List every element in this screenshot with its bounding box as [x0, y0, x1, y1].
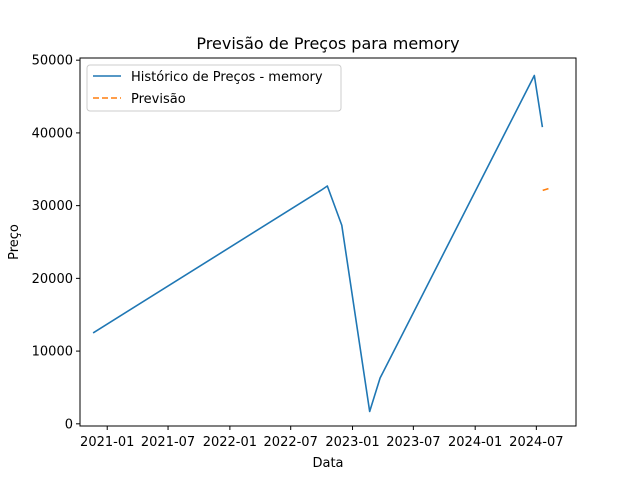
y-tick-label-1: 10000 — [32, 345, 73, 360]
series-lines — [92, 74, 551, 413]
y-axis: 0 10000 20000 30000 40000 50000 — [32, 54, 80, 432]
y-tick-label-0: 0 — [65, 417, 73, 432]
legend-box — [86, 64, 342, 112]
series-line-1 — [542, 187, 551, 192]
x-tick-label-2: 2022-01 — [203, 435, 257, 450]
x-tick-label-6: 2024-01 — [448, 435, 502, 450]
plot-area-frame — [79, 57, 577, 427]
y-axis-label: Preço — [7, 224, 22, 260]
chart-title: Previsão de Preços para memory — [196, 34, 459, 53]
legend-label-forecast: Previsão — [131, 92, 186, 107]
legend: Histórico de Preços - memory Previsão — [86, 64, 342, 112]
x-axis-label: Data — [312, 456, 343, 471]
y-tick-label-5: 50000 — [32, 54, 73, 69]
x-tick-label-4: 2023-01 — [325, 435, 379, 450]
x-tick-label-3: 2022-07 — [264, 435, 318, 450]
x-axis: 2021-01 2021-07 2022-01 2022-07 2023-01 2023-… — [80, 426, 564, 450]
series-line-0 — [92, 74, 544, 413]
legend-label-history: Histórico de Preços - memory — [131, 70, 323, 85]
x-tick-label-7: 2024-07 — [509, 435, 563, 450]
x-tick-label-0: 2021-01 — [80, 435, 134, 450]
y-tick-label-2: 20000 — [32, 272, 73, 287]
y-tick-label-4: 40000 — [32, 126, 73, 141]
x-tick-label-5: 2023-07 — [386, 435, 440, 450]
x-tick-label-1: 2021-07 — [141, 435, 195, 450]
y-tick-label-3: 30000 — [32, 199, 73, 214]
